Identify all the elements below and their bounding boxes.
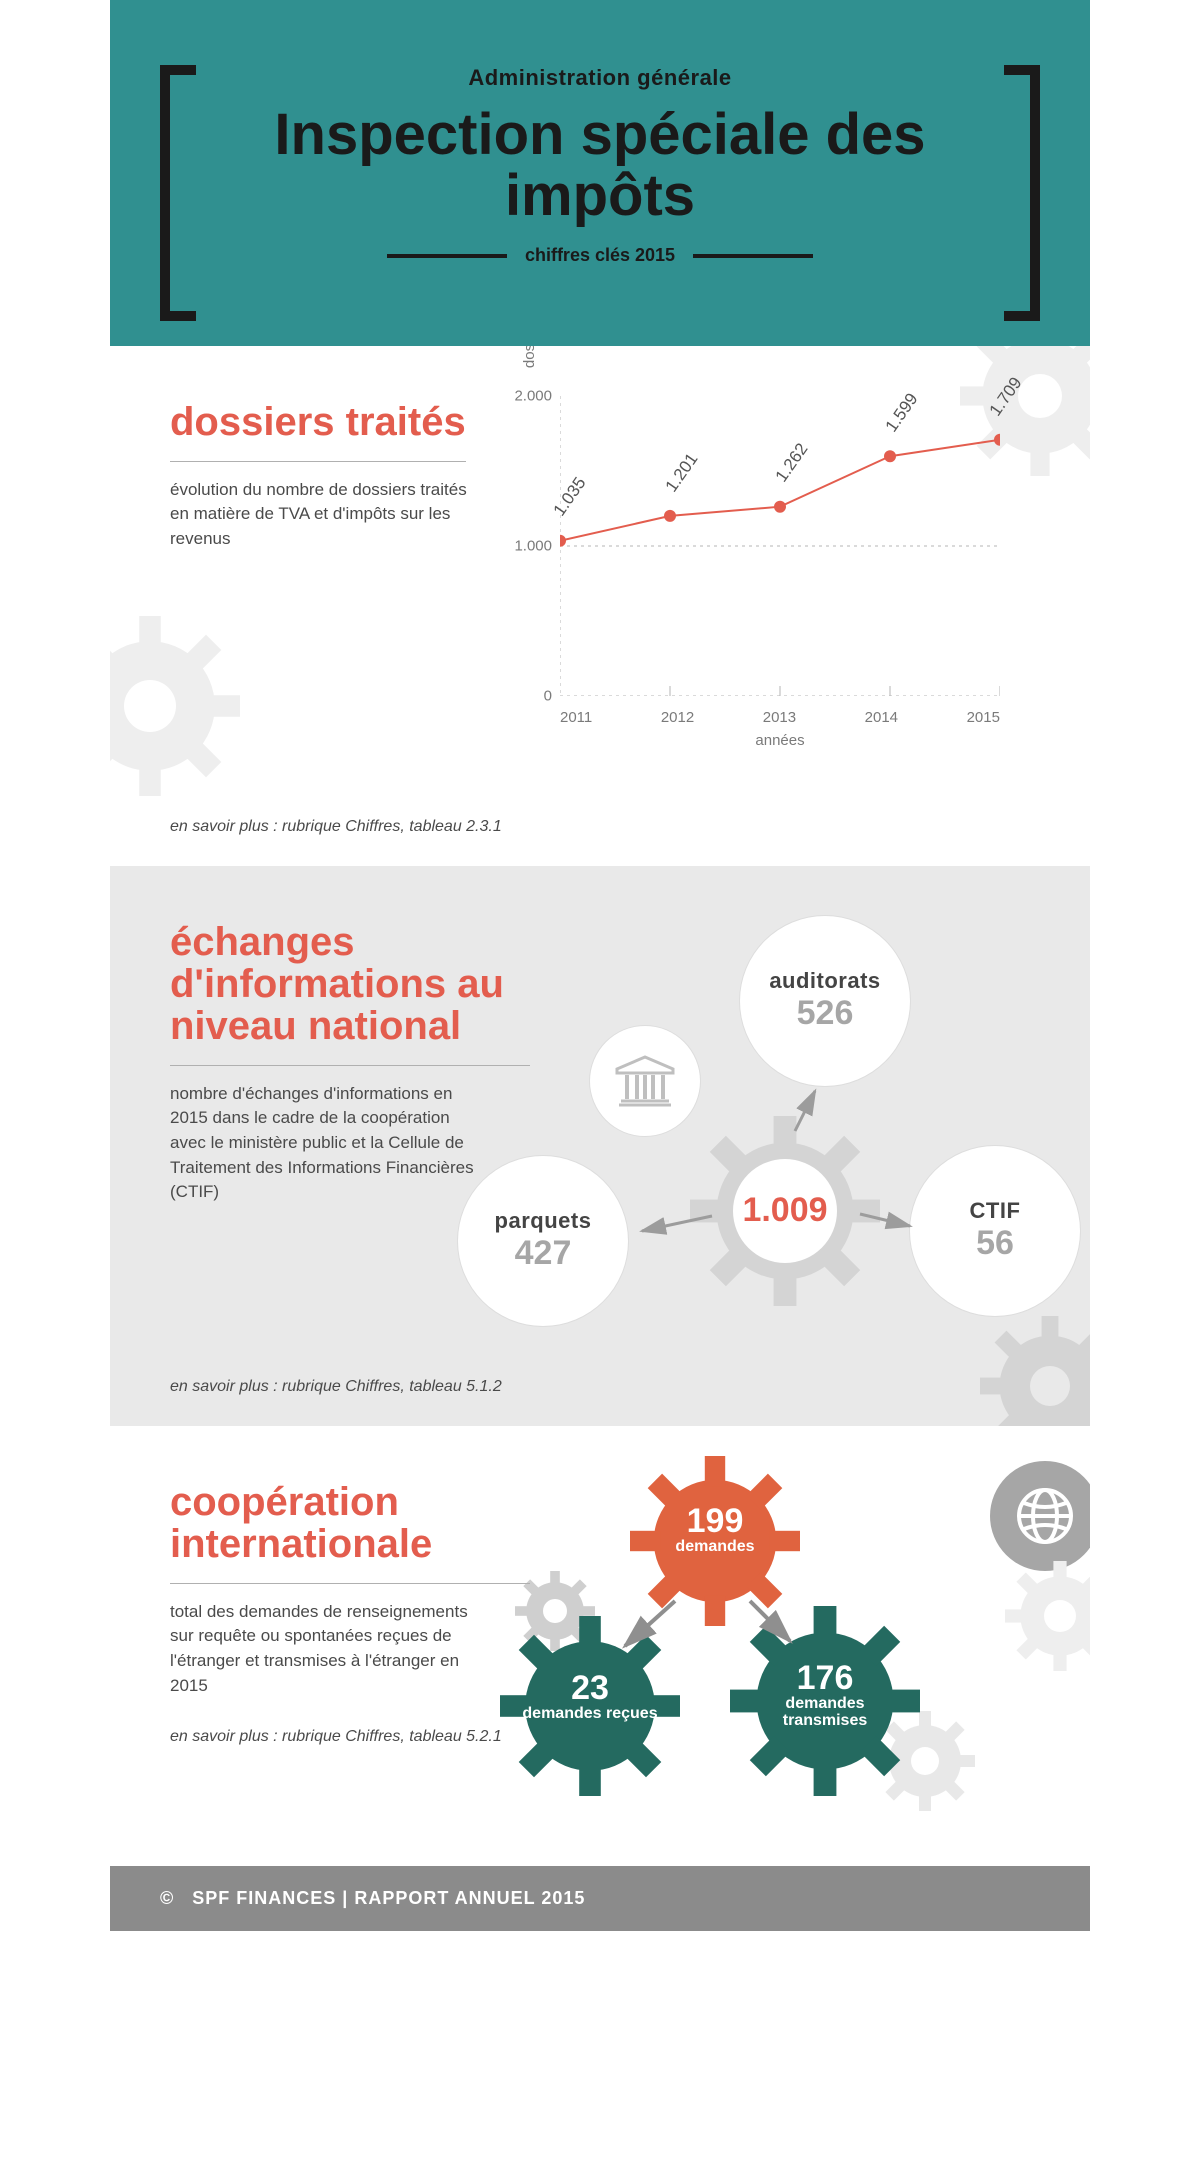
header-frame: Administration générale Inspection spéci…: [160, 40, 1040, 296]
chart-ylabel: dossiers: [521, 346, 538, 368]
section-title: dossiers traités: [170, 401, 466, 462]
ytick-label: 0: [544, 687, 552, 704]
section-title: coopération internationale: [170, 1481, 530, 1584]
bracket-left: [160, 65, 196, 321]
section-footnote: en savoir plus : rubrique Chiffres, tabl…: [170, 818, 502, 836]
header: Administration générale Inspection spéci…: [110, 0, 1090, 346]
section-desc: évolution du nombre de dossiers traités …: [170, 478, 490, 552]
section-footnote: en savoir plus : rubrique Chiffres, tabl…: [170, 1728, 1030, 1746]
chart-xlabel: années: [560, 732, 1000, 749]
xtick-label: 2015: [967, 709, 1000, 726]
section-title: échanges d'informations au niveau nation…: [170, 921, 530, 1066]
section-text: échanges d'informations au niveau nation…: [170, 921, 1030, 1205]
section-echanges: échanges d'informations au niveau nation…: [110, 866, 1090, 1426]
xtick-row: 2011 2012 2013 2014 2015: [560, 709, 1000, 726]
section-dossiers: dossiers traités évolution du nombre de …: [110, 346, 1090, 866]
header-title: Inspection spéciale des impôts: [200, 105, 1000, 227]
xtick-label: 2013: [763, 709, 796, 726]
copyright-symbol: ©: [160, 1888, 174, 1908]
section-footnote: en savoir plus : rubrique Chiffres, tabl…: [170, 1378, 502, 1396]
gear-deco-icon: [970, 1306, 1090, 1426]
header-subtitle: chiffres clés 2015: [200, 245, 1000, 266]
xtick-label: 2014: [865, 709, 898, 726]
section-desc: nombre d'échanges d'informations en 2015…: [170, 1082, 490, 1205]
bracket-right: [1004, 65, 1040, 321]
xtick-label: 2011: [560, 709, 592, 726]
footer: © SPF FINANCES | RAPPORT ANNUEL 2015: [110, 1866, 1090, 1931]
section-text: coopération internationale total des dem…: [170, 1481, 1030, 1747]
header-supratitle: Administration générale: [200, 65, 1000, 91]
gear-deco-icon: [110, 606, 250, 806]
footer-text: SPF FINANCES | RAPPORT ANNUEL 2015: [192, 1888, 585, 1908]
section-text: dossiers traités évolution du nombre de …: [170, 401, 1030, 552]
section-cooperation: coopération internationale total des dem…: [110, 1426, 1090, 1866]
section-desc: total des demandes de renseignements sur…: [170, 1600, 490, 1699]
page: Administration générale Inspection spéci…: [110, 0, 1090, 1931]
xtick-label: 2012: [661, 709, 694, 726]
center-value: 1.009: [742, 1191, 827, 1230]
